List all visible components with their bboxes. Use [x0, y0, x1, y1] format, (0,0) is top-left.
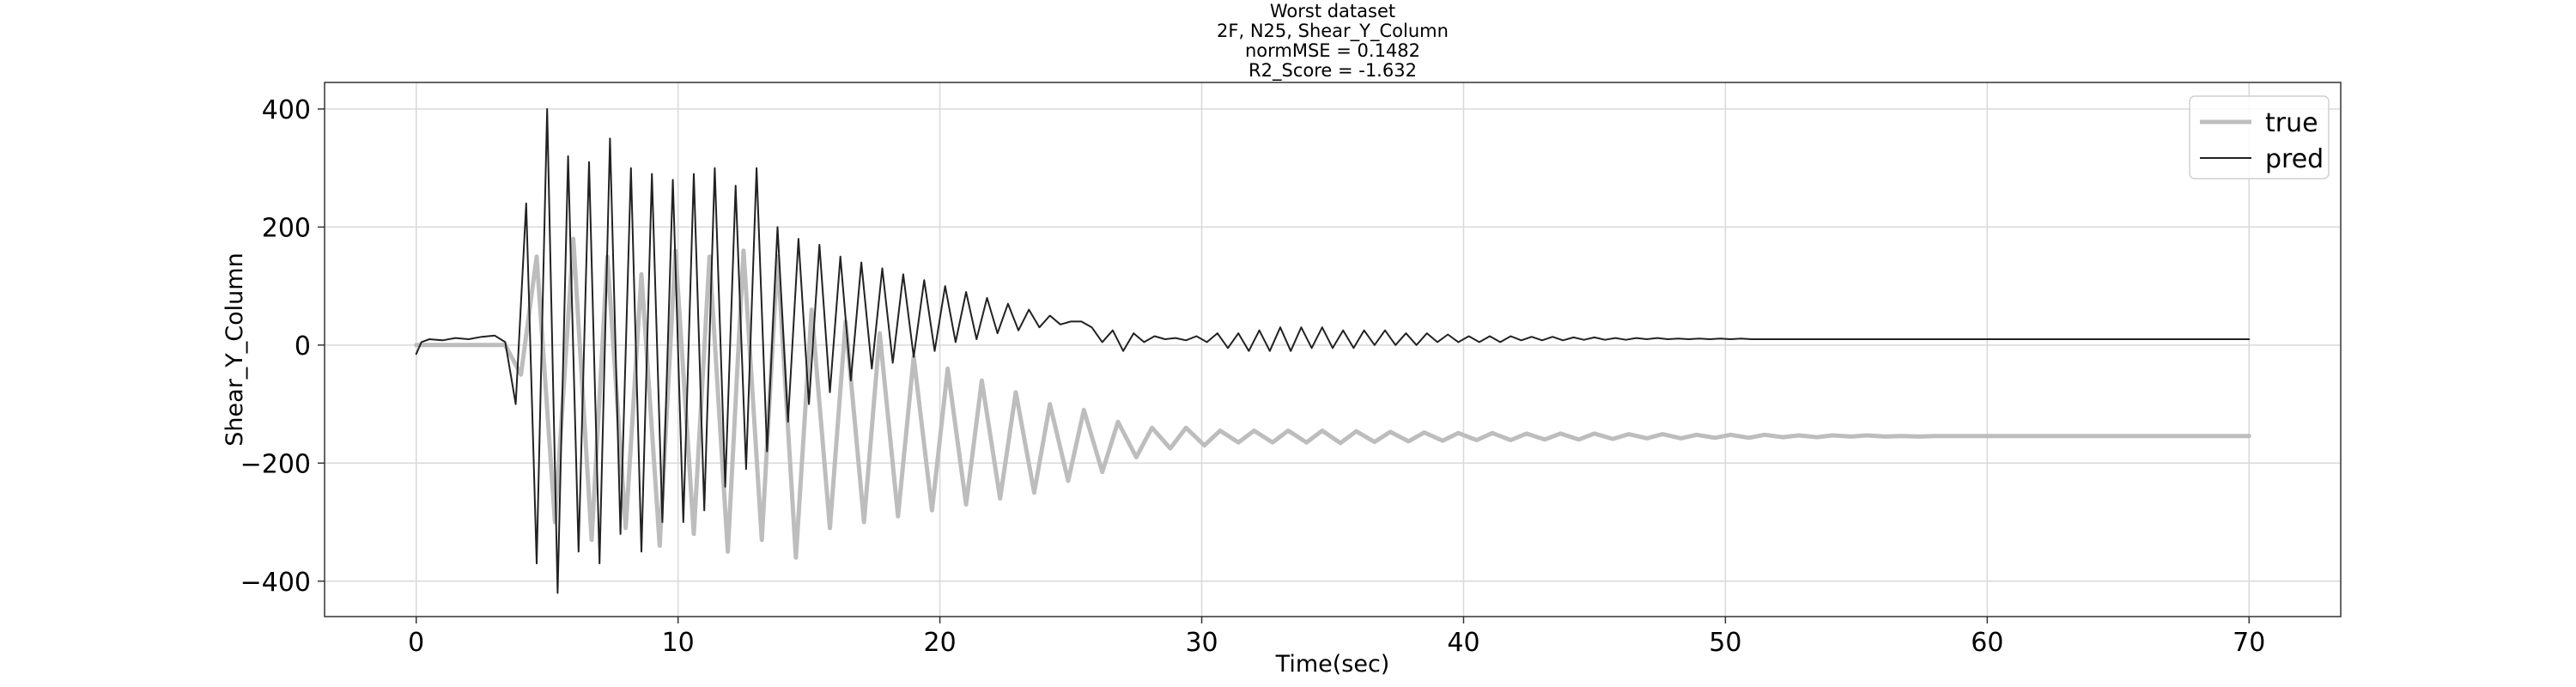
y-tick-label: −400 — [240, 568, 311, 598]
title-line-1: Worst dataset — [1270, 1, 1395, 21]
x-tick-label: 60 — [1971, 628, 2003, 658]
x-tick-label: 20 — [924, 628, 957, 658]
x-axis-label: Time(sec) — [1275, 651, 1390, 678]
x-tick-label: 30 — [1185, 628, 1218, 658]
title-line-2: 2F, N25, Shear_Y_Column — [1217, 21, 1449, 42]
y-tick-label: 400 — [262, 95, 311, 125]
x-tick-label: 10 — [662, 628, 695, 658]
x-tick-label: 50 — [1709, 628, 1741, 658]
grid-lines — [325, 82, 2341, 617]
title-line-4: R2_Score = -1.632 — [1249, 60, 1417, 82]
series-line-true — [414, 236, 2251, 560]
title-line-3: normMSE = 0.1482 — [1245, 40, 1420, 61]
x-tick-label: 70 — [2233, 628, 2265, 658]
y-axis-label: Shear_Y_Column — [222, 252, 248, 446]
series-line-pred — [415, 107, 2251, 594]
y-tick-label: 0 — [295, 331, 311, 362]
y-tick-label: 200 — [262, 213, 311, 243]
x-axis: 0 10 20 30 40 50 60 70 — [408, 617, 2265, 658]
x-tick-label: 40 — [1447, 628, 1479, 658]
legend-label-pred: pred — [2265, 144, 2324, 174]
plot-frame — [324, 82, 2342, 617]
x-tick-label: 0 — [408, 628, 424, 658]
y-axis: −400 −200 0 200 400 — [240, 95, 325, 598]
legend-label-true: true — [2265, 108, 2318, 138]
series-layer — [414, 107, 2251, 594]
y-tick-label: −200 — [240, 449, 311, 479]
chart-title: Worst dataset 2F, N25, Shear_Y_Column no… — [1217, 1, 1449, 82]
legend: true pred — [2189, 95, 2330, 179]
